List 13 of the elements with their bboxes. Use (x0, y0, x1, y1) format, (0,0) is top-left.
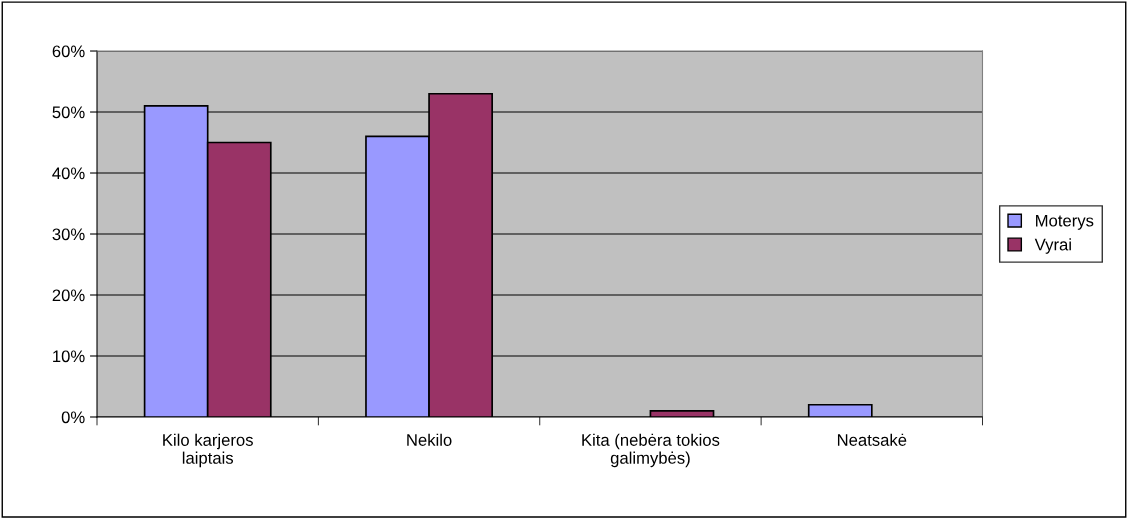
y-tick-label: 10% (53, 350, 85, 363)
y-tick-label: 0% (61, 411, 85, 424)
y-tick-label: 60% (52, 45, 85, 58)
y-tick-label: 30% (52, 228, 85, 241)
x-tick-label: Nekilo (407, 433, 452, 446)
y-tick-label: 20% (52, 289, 85, 302)
x-tick-label: Kita (nebėra tokios galimybės) (582, 433, 720, 468)
x-tick-label: Neatsakė (837, 433, 907, 446)
legend-label: Vyrai (1034, 238, 1071, 254)
legend-label: Moterys (1036, 214, 1094, 230)
y-tick-label: 40% (52, 167, 85, 180)
x-tick-label: Kilo karjeros laiptais (163, 433, 253, 468)
y-tick-label: 50% (52, 106, 85, 119)
